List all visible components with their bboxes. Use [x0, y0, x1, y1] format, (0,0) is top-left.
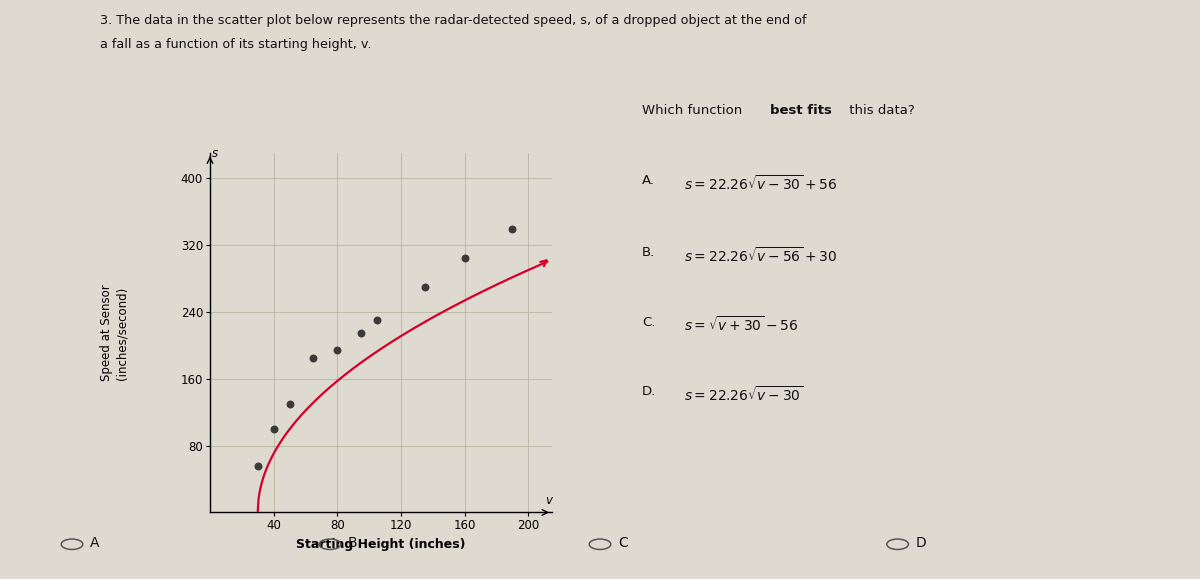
X-axis label: Starting Height (inches): Starting Height (inches) — [296, 538, 466, 551]
Text: v: v — [546, 494, 553, 507]
Point — [367, 316, 386, 325]
Point — [264, 424, 283, 434]
Text: C.: C. — [642, 316, 655, 328]
Text: Which function: Which function — [642, 104, 746, 117]
Text: Speed at Sensor
(inches/second): Speed at Sensor (inches/second) — [101, 284, 128, 382]
Text: $s = \sqrt{v+30}-56$: $s = \sqrt{v+30}-56$ — [684, 316, 798, 335]
Text: $s = 22.26\sqrt{v-56}+30$: $s = 22.26\sqrt{v-56}+30$ — [684, 246, 838, 265]
Point — [455, 253, 474, 262]
Text: best fits: best fits — [770, 104, 833, 117]
Point — [503, 224, 522, 233]
Text: A: A — [90, 536, 100, 550]
Text: D: D — [916, 536, 926, 550]
Point — [352, 328, 371, 338]
Text: C: C — [618, 536, 628, 550]
Point — [248, 462, 268, 471]
Text: a fall as a function of its starting height, v.: a fall as a function of its starting hei… — [100, 38, 371, 50]
Text: s: s — [211, 147, 217, 160]
Text: 3. The data in the scatter plot below represents the radar-detected speed, s, of: 3. The data in the scatter plot below re… — [100, 14, 806, 27]
Text: A.: A. — [642, 174, 655, 186]
Text: B: B — [348, 536, 358, 550]
Point — [304, 353, 323, 362]
Point — [280, 400, 299, 409]
Point — [415, 283, 434, 292]
Text: $s = 22.26\sqrt{v-30}$: $s = 22.26\sqrt{v-30}$ — [684, 385, 803, 404]
Text: $s = 22.26\sqrt{v-30}+56$: $s = 22.26\sqrt{v-30}+56$ — [684, 174, 838, 193]
Point — [328, 345, 347, 354]
Text: this data?: this data? — [845, 104, 914, 117]
Text: B.: B. — [642, 246, 655, 259]
Text: D.: D. — [642, 385, 656, 398]
